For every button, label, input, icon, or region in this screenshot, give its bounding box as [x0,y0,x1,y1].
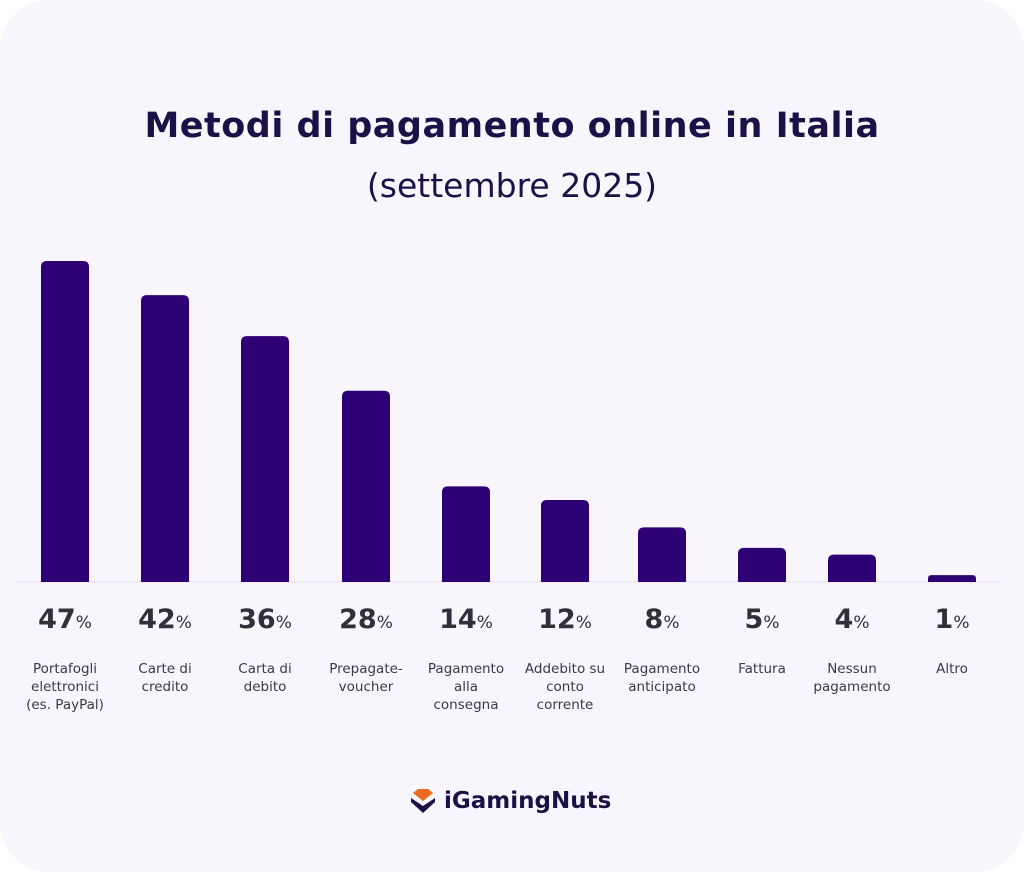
bar [541,500,589,582]
category-label: Fattura [738,661,786,677]
value-label: 28% [339,604,393,635]
brand-name: iGamingNuts [444,788,612,814]
value-label: 12% [538,604,592,635]
category-label: Altro [936,661,968,677]
bar [638,527,686,582]
chart-title: Metodi di pagamento online in Italia [144,106,880,146]
value-label: 14% [439,604,493,635]
category-label: Prepagate-voucher [329,661,403,695]
category-label: Carte di credito [138,661,192,695]
value-label: 8% [644,604,680,635]
bar [928,575,976,582]
value-label: 42% [138,604,192,635]
category-label: Addebito su conto corrente [524,661,606,713]
category-label: Pagamento anticipato [623,661,701,695]
category-label: Nessun pagamento [813,661,891,695]
category-label: Portafogli elettronici (es. PayPal) [26,661,104,713]
category-label: Pagamento alla consegna [427,661,505,713]
bar [828,554,876,582]
bar [241,336,289,582]
bar [442,486,490,582]
value-label: 5% [744,604,780,635]
category-label: Carta di debito [238,661,292,695]
bar [41,261,89,582]
bar [141,295,189,582]
logo-gem-icon [411,789,435,813]
value-label: 36% [238,604,292,635]
brand-logo: iGamingNuts [410,788,611,814]
bar [342,390,390,582]
value-label: 1% [934,604,970,635]
chart-subtitle: (settembre 2025) [366,166,658,205]
bar [738,547,786,582]
value-label: 47% [38,604,92,635]
value-label: 4% [834,604,870,635]
